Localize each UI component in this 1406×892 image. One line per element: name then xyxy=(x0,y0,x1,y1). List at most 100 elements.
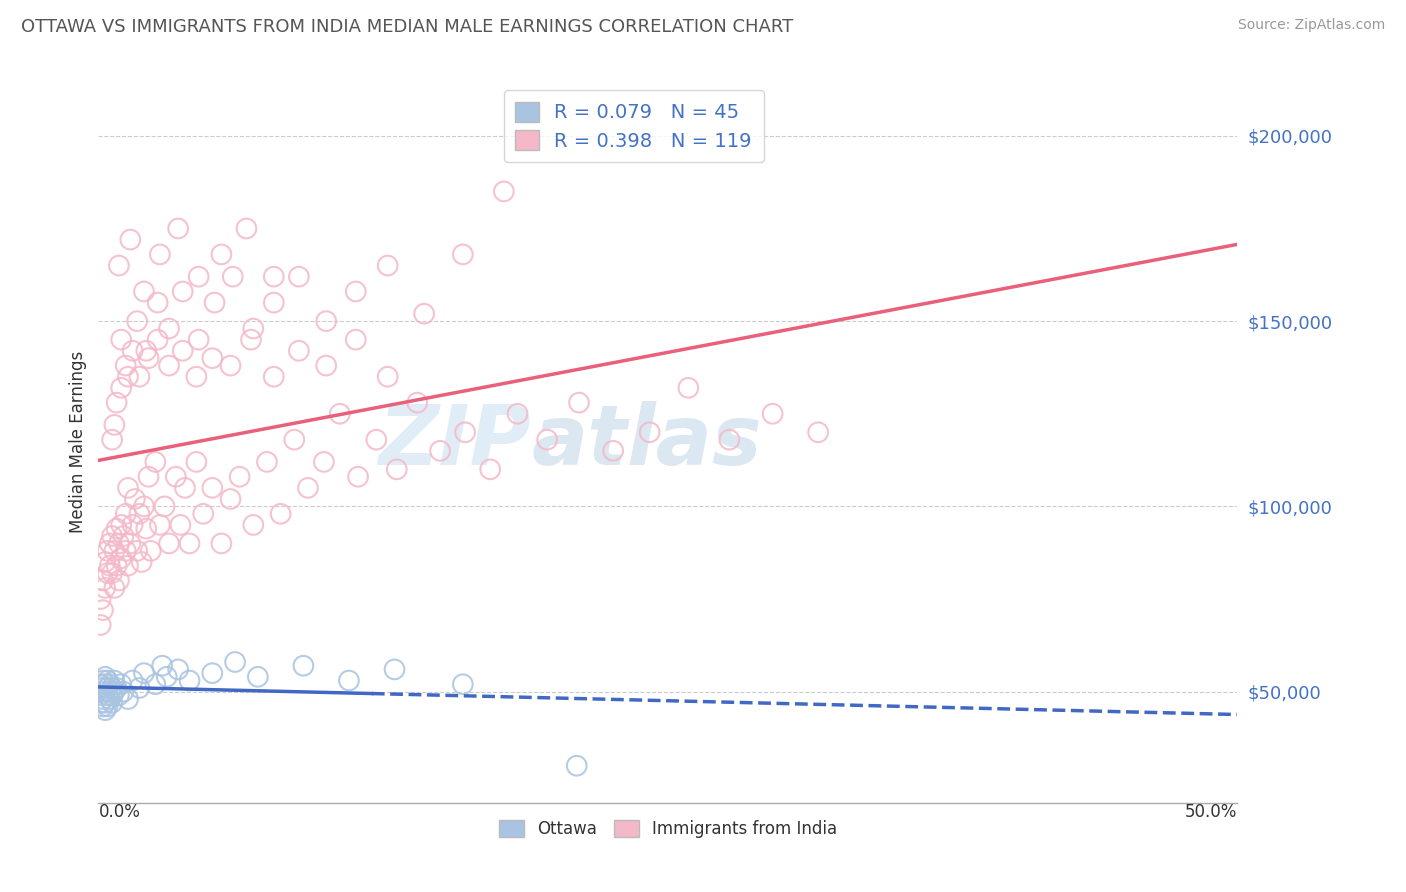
Point xyxy=(98,536,121,550)
Point xyxy=(105,681,128,695)
Point xyxy=(602,443,624,458)
Point xyxy=(246,670,269,684)
Point xyxy=(128,507,150,521)
Point xyxy=(128,369,150,384)
Point xyxy=(222,269,245,284)
Point xyxy=(157,536,180,550)
Point xyxy=(128,681,150,695)
Point xyxy=(174,481,197,495)
Point xyxy=(312,455,335,469)
Point xyxy=(385,462,408,476)
Point xyxy=(101,433,124,447)
Point xyxy=(103,544,125,558)
Point xyxy=(145,455,167,469)
Point xyxy=(263,269,285,284)
Point xyxy=(98,558,121,573)
Point xyxy=(108,689,131,703)
Point xyxy=(366,433,388,447)
Point xyxy=(117,692,139,706)
Point xyxy=(103,581,125,595)
Point xyxy=(568,395,591,409)
Point xyxy=(94,684,117,698)
Point xyxy=(112,529,135,543)
Point xyxy=(288,269,311,284)
Point xyxy=(454,425,477,440)
Point xyxy=(96,699,118,714)
Point xyxy=(131,555,153,569)
Point xyxy=(169,517,191,532)
Point xyxy=(145,677,167,691)
Point xyxy=(127,544,149,558)
Point xyxy=(110,677,132,691)
Point xyxy=(201,666,224,681)
Point xyxy=(292,658,315,673)
Point xyxy=(344,285,367,299)
Point xyxy=(209,536,232,550)
Point xyxy=(219,359,242,373)
Point xyxy=(98,692,121,706)
Point xyxy=(172,285,194,299)
Point xyxy=(263,369,285,384)
Point xyxy=(101,681,124,695)
Point xyxy=(270,507,292,521)
Point xyxy=(110,381,132,395)
Point xyxy=(263,295,285,310)
Point xyxy=(179,536,201,550)
Text: OTTAWA VS IMMIGRANTS FROM INDIA MEDIAN MALE EARNINGS CORRELATION CHART: OTTAWA VS IMMIGRANTS FROM INDIA MEDIAN M… xyxy=(21,18,793,36)
Point xyxy=(172,343,194,358)
Point xyxy=(96,681,118,695)
Point xyxy=(179,673,201,688)
Point xyxy=(110,333,132,347)
Point xyxy=(105,395,128,409)
Point xyxy=(219,491,242,506)
Point xyxy=(297,481,319,495)
Point xyxy=(94,581,117,595)
Point xyxy=(240,333,263,347)
Point xyxy=(94,696,117,710)
Point xyxy=(377,369,399,384)
Point xyxy=(224,655,246,669)
Point xyxy=(108,259,131,273)
Point xyxy=(117,481,139,495)
Text: ZIP: ZIP xyxy=(378,401,531,482)
Point xyxy=(94,670,117,684)
Point xyxy=(132,500,155,514)
Point xyxy=(413,307,436,321)
Point xyxy=(91,603,114,617)
Point xyxy=(138,351,160,366)
Text: atlas: atlas xyxy=(531,401,762,482)
Point xyxy=(193,507,215,521)
Point xyxy=(135,343,157,358)
Point xyxy=(101,529,124,543)
Point xyxy=(807,425,830,440)
Point xyxy=(91,673,114,688)
Point xyxy=(90,592,112,607)
Text: Source: ZipAtlas.com: Source: ZipAtlas.com xyxy=(1237,18,1385,32)
Point xyxy=(114,507,136,521)
Text: 0.0%: 0.0% xyxy=(98,803,141,821)
Point xyxy=(762,407,785,421)
Point xyxy=(94,677,117,691)
Point xyxy=(90,618,112,632)
Point xyxy=(135,522,157,536)
Point xyxy=(90,689,112,703)
Point xyxy=(94,555,117,569)
Point xyxy=(283,433,305,447)
Point xyxy=(96,544,118,558)
Point xyxy=(506,407,529,421)
Point xyxy=(157,321,180,335)
Point xyxy=(121,673,143,688)
Point xyxy=(96,673,118,688)
Point xyxy=(120,536,142,550)
Point xyxy=(132,666,155,681)
Point xyxy=(103,684,125,698)
Point xyxy=(315,314,337,328)
Point xyxy=(256,455,278,469)
Point xyxy=(451,247,474,261)
Point xyxy=(108,536,131,550)
Point xyxy=(121,343,143,358)
Point xyxy=(105,522,128,536)
Point xyxy=(329,407,352,421)
Text: 50.0%: 50.0% xyxy=(1185,803,1237,821)
Point xyxy=(451,677,474,691)
